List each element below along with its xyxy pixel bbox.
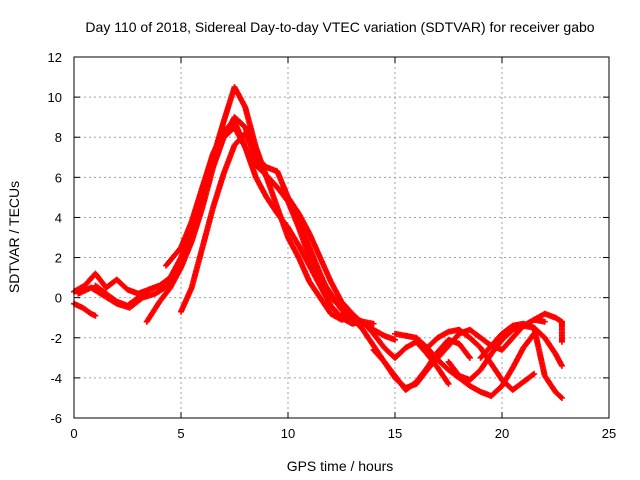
y-tick-label: 8 (55, 130, 62, 145)
series-arc-8 (370, 316, 548, 391)
data-point (466, 353, 473, 360)
x-tick-label: 0 (70, 426, 77, 441)
x-tick-label: 5 (177, 426, 184, 441)
data-point (529, 371, 536, 378)
data-point (557, 393, 564, 400)
data-point (392, 336, 398, 343)
series-arc-14 (71, 300, 99, 319)
y-tick-label: 6 (55, 170, 62, 185)
data-point (558, 394, 565, 401)
x-tick-label: 15 (388, 426, 402, 441)
series-arc-6 (163, 118, 452, 387)
plot-frame (73, 56, 610, 419)
data-point (541, 318, 548, 325)
series-arc-12 (477, 320, 565, 401)
x-axis-label: GPS time / hours (287, 458, 394, 474)
series-arc-7 (338, 310, 473, 393)
data-point (558, 362, 565, 369)
data-point (531, 370, 538, 377)
series-arc-13 (531, 310, 565, 345)
data-point (92, 312, 99, 319)
y-tick-label: 12 (48, 50, 62, 65)
y-tick-label: -6 (50, 411, 62, 426)
y-tick-label: 10 (48, 90, 62, 105)
data-points (71, 84, 565, 401)
data-point (466, 354, 473, 361)
x-tick-label: 25 (602, 426, 616, 441)
series-arc-11 (445, 322, 565, 383)
data-point (558, 338, 565, 345)
y-tick-label: 4 (55, 210, 62, 225)
grid (74, 57, 609, 418)
axis-ticks: 0 5 10 15 20 25 -6 -4 -2 0 2 4 6 8 10 12 (48, 50, 617, 441)
y-tick-label: 0 (55, 291, 62, 306)
x-tick-label: 10 (281, 426, 295, 441)
data-point (370, 320, 377, 327)
y-tick-label: 2 (55, 251, 62, 266)
y-tick-label: -4 (50, 371, 62, 386)
y-axis-label: SDTVAR / TECUs (6, 181, 22, 293)
data-point (445, 380, 452, 387)
chart-title: Day 110 of 2018, Sidereal Day-to-day VTE… (85, 19, 594, 35)
y-tick-label: -2 (50, 331, 62, 346)
x-tick-label: 20 (495, 426, 509, 441)
